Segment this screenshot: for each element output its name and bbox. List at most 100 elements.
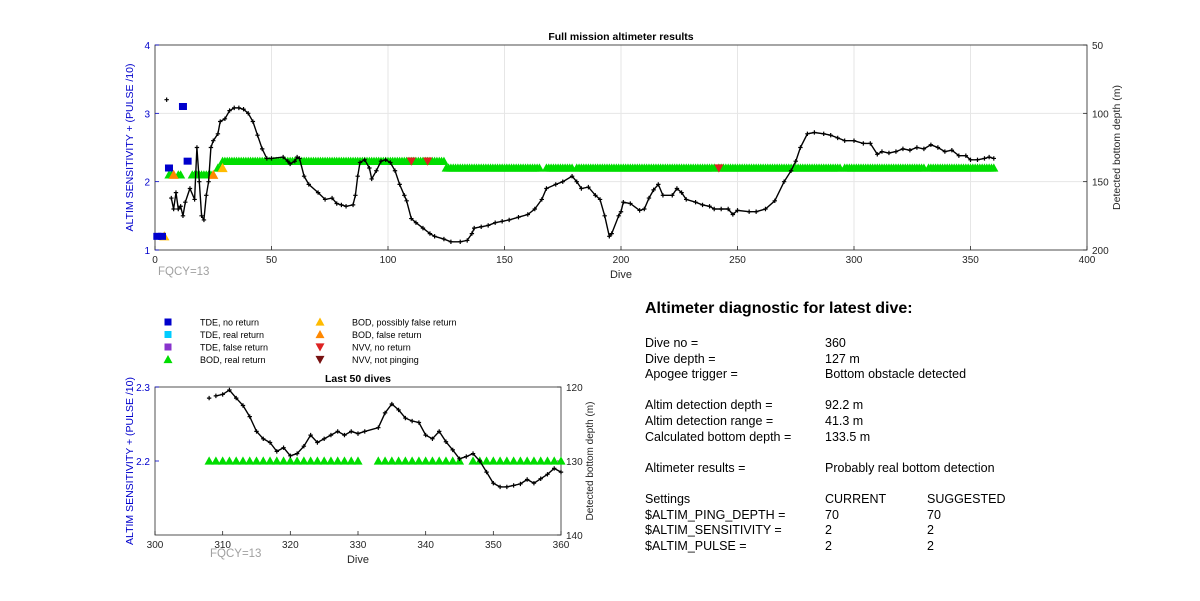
legend-label: BOD, real return [200, 355, 266, 365]
depth-point [674, 186, 680, 191]
depth-point [458, 239, 463, 244]
depth-series-line [170, 107, 994, 243]
depth-point [518, 481, 523, 487]
depth-point [173, 190, 179, 195]
depth-point [264, 156, 270, 161]
bod-real-return-marker [346, 456, 356, 465]
depth-point [180, 213, 186, 219]
depth-point [443, 439, 449, 444]
altim-depth-label: Altim detection depth = [645, 398, 773, 413]
depth-point [628, 201, 633, 206]
depth-point [928, 142, 934, 147]
x-tick-label: 300 [147, 540, 164, 551]
depth-point [763, 206, 768, 212]
depth-point [574, 179, 579, 184]
depth-point [404, 198, 409, 203]
x-tick-label: 360 [553, 540, 570, 551]
depth-point [963, 153, 969, 158]
depth-point [484, 469, 489, 475]
depth-point [427, 231, 433, 236]
bod-real-return-marker [326, 456, 336, 465]
nvv-no-return-marker [423, 157, 433, 166]
depth-point [220, 392, 225, 397]
depth-point [545, 472, 550, 477]
depth-point [821, 131, 826, 137]
setting-suggested: 2 [927, 538, 934, 553]
depth-point [730, 212, 736, 217]
bod-real-return-marker [481, 456, 492, 465]
chart-title: Last 50 dives [325, 373, 391, 385]
y2-tick-label: 130 [566, 457, 583, 468]
depth-point [335, 429, 340, 434]
settings-row: $ALTIM_PING_DEPTH = 70 70 [645, 508, 1185, 524]
depth-point [227, 387, 232, 393]
full-mission-chart: 0 50 100 150 200 250 300 350 400 1 2 3 4 50 100 150 200 F… [124, 31, 1123, 281]
tde-no-return-marker [183, 157, 192, 165]
tde-no-return-marker [178, 103, 187, 110]
depth-point [192, 197, 197, 202]
setting-current: 2 [825, 523, 832, 538]
depth-point [693, 199, 698, 205]
depth-point [241, 107, 246, 112]
setting-suggested: 2 [927, 523, 934, 538]
x-tick-label: 350 [962, 255, 979, 266]
depth-point [470, 451, 476, 456]
x-tick-label: 310 [214, 540, 231, 551]
depth-point [441, 236, 447, 242]
depth-point [409, 418, 415, 424]
bod-real-return-marker [448, 456, 458, 465]
depth-point [383, 157, 388, 162]
depth-point [208, 145, 214, 150]
depth-point [968, 157, 973, 162]
depth-point [746, 209, 752, 214]
bod-real-return-marker [231, 456, 241, 465]
depth-point [851, 138, 857, 143]
depth-point [609, 231, 614, 236]
tde-no-return-marker [153, 232, 162, 240]
bod-real-return-marker [292, 456, 302, 465]
depth-point [402, 193, 407, 198]
depth-point [718, 206, 724, 212]
bod-real-return-marker [211, 456, 221, 465]
depth-point [328, 432, 334, 438]
bod-real-return-marker [534, 163, 545, 172]
depth-point [569, 174, 575, 179]
depth-point [322, 197, 328, 202]
legend-triangle-up-icon [315, 330, 325, 339]
depth-point [204, 193, 209, 198]
depth-point [392, 168, 398, 173]
depth-point [956, 153, 962, 158]
depth-point [511, 483, 516, 488]
bod-real-return-marker [176, 170, 186, 179]
depth-point [280, 154, 286, 160]
depth-point [267, 440, 273, 445]
depth-point [725, 206, 731, 212]
x-axis-label: Dive [347, 554, 369, 566]
dive-no-value: 360 [825, 336, 846, 350]
depth-point [935, 145, 941, 150]
depth-point [247, 414, 252, 419]
depth-point [942, 149, 948, 154]
depth-point [982, 156, 987, 161]
y2-axis-label: Detected bottom depth (m) [585, 402, 596, 521]
depth-point [297, 156, 302, 161]
altim-range-label: Altim detection range = [645, 413, 774, 428]
depth-point [457, 456, 462, 461]
bod-real-return-marker [400, 456, 410, 465]
depth-point [538, 476, 543, 481]
depth-point [753, 209, 759, 214]
depth-point [349, 429, 354, 434]
depth-point [553, 182, 558, 187]
depth-point [215, 131, 221, 137]
legend-label: NVV, not pinging [352, 355, 419, 365]
x-tick-label: 300 [846, 255, 863, 266]
x-tick-label: 400 [1079, 255, 1096, 266]
depth-point [499, 219, 505, 224]
depth-point [861, 141, 866, 146]
bod-real-return-marker [549, 456, 559, 465]
dive-no-label: Dive no = [645, 336, 699, 350]
bod-real-return-marker [278, 456, 289, 465]
depth-point [261, 436, 266, 441]
tde-no-return-marker [164, 164, 173, 172]
bod-real-return-marker [218, 456, 228, 465]
